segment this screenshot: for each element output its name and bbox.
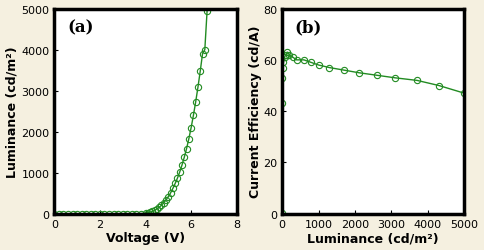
Text: (a): (a) — [67, 20, 93, 37]
X-axis label: Luminance (cd/m²): Luminance (cd/m²) — [307, 232, 439, 244]
Text: (b): (b) — [295, 20, 322, 37]
Y-axis label: Luminance (cd/m²): Luminance (cd/m²) — [5, 46, 18, 177]
Y-axis label: Current Efficiency (cd/A): Current Efficiency (cd/A) — [249, 26, 262, 198]
X-axis label: Voltage (V): Voltage (V) — [106, 232, 185, 244]
